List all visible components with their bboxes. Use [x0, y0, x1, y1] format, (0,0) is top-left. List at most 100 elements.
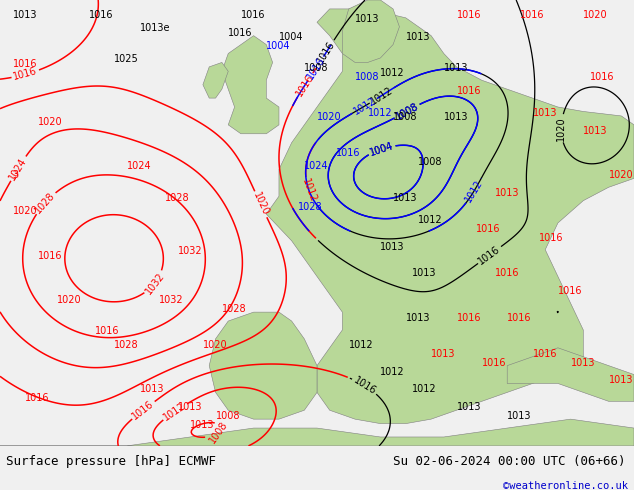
Text: 1020: 1020: [583, 10, 608, 20]
Text: 1016: 1016: [241, 10, 266, 20]
Text: 1008: 1008: [394, 101, 420, 122]
Text: 1020: 1020: [251, 191, 271, 218]
Text: 1012: 1012: [412, 384, 437, 394]
Text: 1016: 1016: [89, 10, 113, 20]
Text: 1004: 1004: [368, 141, 395, 158]
Text: 1012: 1012: [380, 68, 405, 78]
Text: 1013: 1013: [355, 14, 380, 24]
Text: 1013: 1013: [431, 349, 456, 359]
Text: 1020: 1020: [203, 340, 228, 350]
Text: 1008: 1008: [216, 411, 240, 421]
Text: 1016: 1016: [316, 39, 337, 65]
Text: 1016: 1016: [25, 393, 50, 403]
Text: 1016: 1016: [228, 27, 253, 38]
Text: 1013e: 1013e: [139, 23, 170, 33]
Text: 1024: 1024: [304, 161, 329, 172]
Polygon shape: [342, 0, 399, 62]
Text: 1020: 1020: [609, 171, 633, 180]
Text: 1013: 1013: [571, 358, 595, 368]
Text: 1013: 1013: [444, 112, 469, 122]
Text: 1008: 1008: [304, 63, 329, 74]
Text: 1016: 1016: [13, 59, 37, 69]
Text: 1012: 1012: [352, 96, 378, 117]
Text: 1012: 1012: [368, 108, 392, 118]
Text: 1016: 1016: [456, 313, 481, 323]
Text: 1013: 1013: [533, 108, 557, 118]
Text: 1016: 1016: [539, 233, 564, 243]
Text: 1016: 1016: [456, 10, 481, 20]
Text: 1008: 1008: [207, 420, 230, 445]
Text: 1025: 1025: [114, 54, 139, 64]
Text: 1013: 1013: [495, 188, 519, 198]
Text: 1013: 1013: [380, 242, 405, 252]
Text: 1013: 1013: [609, 375, 633, 386]
Text: 1016: 1016: [495, 269, 519, 278]
Text: 1013: 1013: [444, 63, 469, 74]
Text: 1032: 1032: [158, 295, 183, 305]
Text: 1016: 1016: [12, 66, 39, 82]
Text: 1020: 1020: [13, 206, 37, 216]
Text: 1028: 1028: [114, 340, 139, 350]
Text: 1016: 1016: [294, 72, 316, 98]
Text: Surface pressure [hPa] ECMWF: Surface pressure [hPa] ECMWF: [6, 455, 216, 468]
Text: 1028: 1028: [298, 201, 323, 212]
Text: 1016: 1016: [38, 250, 63, 261]
Text: 1016: 1016: [456, 86, 481, 96]
Text: 1013: 1013: [393, 193, 418, 203]
Text: 1008: 1008: [394, 101, 420, 122]
Text: 1024: 1024: [127, 161, 152, 172]
Text: 1012: 1012: [162, 401, 188, 422]
Text: 1016: 1016: [352, 375, 378, 396]
Text: 1016: 1016: [507, 313, 532, 323]
Text: 1016: 1016: [520, 10, 545, 20]
Text: 1012: 1012: [418, 215, 443, 225]
Text: 1013: 1013: [190, 420, 215, 430]
Text: 1013: 1013: [456, 402, 481, 412]
Text: 1013: 1013: [406, 313, 430, 323]
Text: 1020: 1020: [317, 112, 342, 122]
Text: 1012: 1012: [463, 178, 485, 204]
Text: 1016: 1016: [305, 55, 327, 82]
Text: 1016: 1016: [482, 358, 507, 368]
Text: 1028: 1028: [34, 190, 57, 215]
Polygon shape: [507, 348, 634, 401]
Text: 1004: 1004: [266, 41, 291, 51]
Text: 1012: 1012: [380, 367, 405, 376]
Text: Su 02-06-2024 00:00 UTC (06+66): Su 02-06-2024 00:00 UTC (06+66): [393, 455, 626, 468]
Polygon shape: [203, 62, 228, 98]
Polygon shape: [0, 419, 634, 446]
Text: 1020: 1020: [57, 295, 82, 305]
Text: 1016: 1016: [476, 224, 500, 234]
Text: 1016: 1016: [590, 72, 614, 82]
Text: 1012: 1012: [349, 340, 373, 350]
Text: 1013: 1013: [406, 32, 430, 42]
Text: 1008: 1008: [418, 157, 443, 167]
Text: 1020: 1020: [556, 116, 566, 141]
Text: ©weatheronline.co.uk: ©weatheronline.co.uk: [503, 481, 628, 490]
Polygon shape: [266, 9, 634, 423]
Text: 1012: 1012: [300, 177, 318, 204]
Polygon shape: [222, 36, 279, 134]
Text: 1032: 1032: [143, 270, 166, 296]
Text: 1008: 1008: [393, 112, 418, 122]
Text: 3: 3: [13, 171, 19, 180]
Text: 1004: 1004: [279, 32, 304, 42]
Text: 1016: 1016: [477, 244, 502, 266]
Text: 1013: 1013: [13, 10, 37, 20]
Text: 1016: 1016: [95, 326, 120, 337]
Text: 1024: 1024: [8, 155, 29, 182]
Text: 1028: 1028: [222, 304, 247, 314]
Text: 1016: 1016: [533, 349, 557, 359]
Text: 1004: 1004: [368, 141, 395, 158]
Text: 1013: 1013: [583, 126, 608, 136]
Text: 1013: 1013: [507, 411, 532, 421]
Text: 1008: 1008: [355, 72, 380, 82]
Text: 1013: 1013: [178, 402, 202, 412]
Text: 1012: 1012: [369, 85, 395, 106]
Text: 1028: 1028: [165, 193, 190, 203]
Text: 1020: 1020: [38, 117, 63, 127]
Text: 1016: 1016: [131, 399, 156, 421]
Text: 1013: 1013: [139, 384, 164, 394]
Text: 1016: 1016: [558, 286, 583, 296]
Text: 1013: 1013: [412, 269, 437, 278]
